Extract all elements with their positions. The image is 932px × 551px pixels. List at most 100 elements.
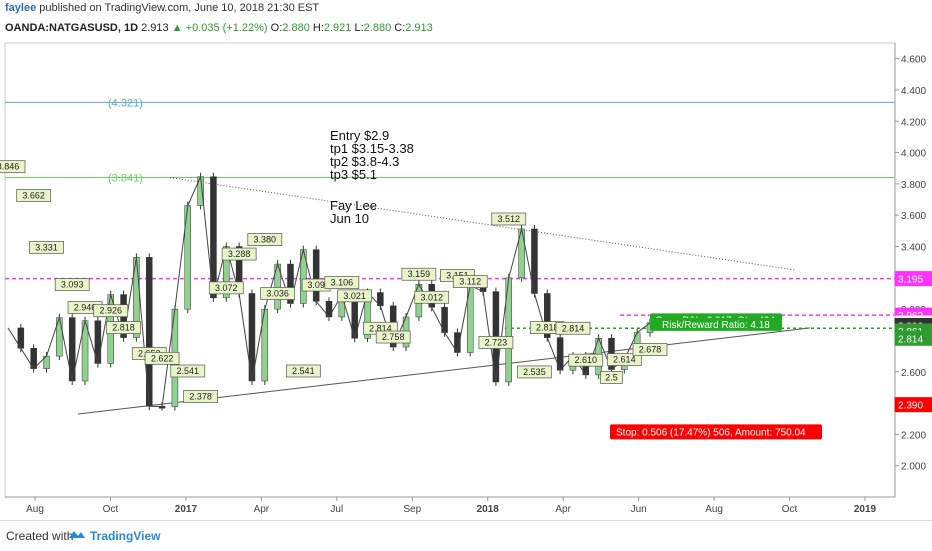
close-label: C: xyxy=(394,22,406,34)
x-tick-label: Oct xyxy=(103,504,119,515)
low-value: 2.880 xyxy=(363,22,392,34)
pivot-label: 2.622 xyxy=(151,353,174,363)
pivot-label-box xyxy=(517,365,552,379)
pivot-label: 3.106 xyxy=(331,278,354,288)
pivot-label: 2.535 xyxy=(523,367,546,377)
upper-trendline xyxy=(169,177,796,271)
x-tick-label: Apr xyxy=(254,504,270,515)
price-chart[interactable]: 2.0002.2002.4002.6002.8003.0003.2003.400… xyxy=(0,40,932,520)
x-tick-label: Jun xyxy=(631,504,647,515)
pivot-label-box xyxy=(568,353,604,367)
symbol-name[interactable]: OANDA:NATGASUSD, 1D xyxy=(5,22,139,34)
pivot-label-box xyxy=(170,364,206,378)
pivot-label-box xyxy=(144,351,180,365)
last-price: 2.913 xyxy=(141,22,169,34)
pivot-label-box xyxy=(632,343,668,356)
pivot-label: 2.610 xyxy=(575,355,598,365)
pivot-label-box xyxy=(414,290,450,304)
y-tick-label: 3.600 xyxy=(901,211,926,222)
pivot-label-box xyxy=(93,304,129,318)
stop-text: Stop: 0.506 (17.47%) 506, Amount: 750.04 xyxy=(616,427,806,438)
x-tick-label: 2017 xyxy=(175,504,198,515)
stop-box xyxy=(610,424,822,440)
pivot-label: 2.723 xyxy=(485,338,508,348)
price-tag-label: 2.390 xyxy=(898,401,923,412)
pivot-label: 3.012 xyxy=(420,292,443,302)
y-tick-label: 3.800 xyxy=(901,180,926,191)
trade-note: Fay Lee xyxy=(330,198,377,213)
pivot-label: 3.09 xyxy=(307,280,325,290)
pivot-label-box xyxy=(452,275,488,288)
pivot-label-box xyxy=(555,321,591,335)
pivot-label-box xyxy=(285,364,321,378)
x-tick-label: Aug xyxy=(26,504,44,515)
pivot-label: 2.614 xyxy=(613,355,636,365)
x-tick-label: Sep xyxy=(403,504,421,515)
open-value: 2.880 xyxy=(282,22,310,34)
y-tick-label: 4.200 xyxy=(901,117,926,128)
x-tick-label: Oct xyxy=(782,504,798,515)
pivot-label-box xyxy=(260,287,295,300)
symbol-info: OANDA:NATGASUSD, 1D 2.913 ▲ +0.035 (+1.2… xyxy=(5,22,433,34)
pivot-label: 2.541 xyxy=(176,366,199,376)
price-change: +0.035 (+1.22%) xyxy=(185,22,268,34)
pivot-label-box xyxy=(106,321,141,334)
pivot-label: 3.093 xyxy=(61,280,84,290)
pivot-label: 2.818 xyxy=(536,323,559,333)
pivot-label-box xyxy=(54,278,90,291)
x-tick-label: 2018 xyxy=(477,504,500,515)
tradingview-brand[interactable]: TradingView xyxy=(90,529,161,543)
up-arrow-icon: ▲ xyxy=(171,22,183,34)
y-tick-label: 2.200 xyxy=(901,430,926,441)
pivot-label-box xyxy=(491,212,527,226)
trade-note: Entry $2.9 xyxy=(330,128,389,143)
pivot-label-box xyxy=(606,353,642,366)
fib-level-label: (3.841) xyxy=(108,172,143,184)
pivot-label: 3.846 xyxy=(0,162,19,172)
pivot-label-box xyxy=(183,390,218,403)
high-label: H: xyxy=(312,22,324,34)
y-tick-label: 2.000 xyxy=(901,462,926,473)
pivot-label: 3.662 xyxy=(22,191,45,201)
price-tag xyxy=(894,397,932,413)
pivot-label-box xyxy=(375,330,411,344)
close-value: 2.913 xyxy=(405,22,433,34)
pivot-label: 2.541 xyxy=(292,366,315,376)
author-link[interactable]: faylee xyxy=(5,2,37,14)
tradingview-logo-icon xyxy=(69,531,85,538)
x-tick-label: Jul xyxy=(330,504,343,515)
pivot-label-box xyxy=(247,233,283,246)
pivot-label-box xyxy=(0,160,26,174)
y-tick-label: 4.000 xyxy=(901,149,926,160)
pivot-label-box xyxy=(324,276,360,289)
pivot-label: 2.818 xyxy=(112,323,135,333)
pivot-label: 3.331 xyxy=(35,242,58,252)
x-tick-label: Aug xyxy=(705,504,723,515)
pivot-label: 3.288 xyxy=(228,249,251,259)
price-tag-label: 2.814 xyxy=(898,334,923,345)
pivot-label-box xyxy=(221,247,257,261)
footer: Created with TradingView xyxy=(0,520,932,551)
rr-box xyxy=(650,317,782,331)
pivot-label: 2.814 xyxy=(369,323,392,333)
y-tick-label: 4.400 xyxy=(901,86,926,97)
pivot-label-box xyxy=(478,336,514,349)
pivot-label: 2.5 xyxy=(605,372,618,382)
pivot-label-box xyxy=(208,281,244,295)
low-label: L: xyxy=(354,22,364,34)
pivot-label: 2.378 xyxy=(189,392,212,402)
pivot-label: 3.072 xyxy=(215,283,238,293)
chart-header: faylee published on TradingView.com, Jun… xyxy=(0,0,932,40)
x-tick-label: Apr xyxy=(555,504,571,515)
pivot-label: 2.678 xyxy=(639,345,662,355)
pivot-label: 3.036 xyxy=(266,289,289,299)
pivot-label: 3.159 xyxy=(408,269,431,279)
risk-reward-text: Risk/Reward Ratio: 4.18 xyxy=(662,320,770,331)
publish-text: published on TradingView.com, June 10, 2… xyxy=(39,2,320,14)
pivot-label: 3.512 xyxy=(497,214,520,224)
trade-note: tp3 $5.1 xyxy=(330,167,377,182)
price-tag-label: 3.195 xyxy=(898,275,923,286)
price-tag xyxy=(894,330,932,346)
pivot-label-box xyxy=(337,289,373,303)
trade-note: tp2 $3.8-4.3 xyxy=(330,154,399,169)
